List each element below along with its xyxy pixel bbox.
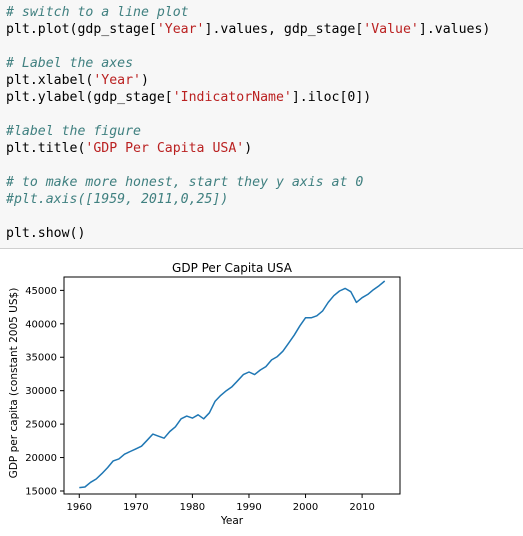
y-tick-label: 40000 xyxy=(25,319,57,330)
y-tick-label: 15000 xyxy=(25,486,57,497)
y-tick-label: 30000 xyxy=(25,386,57,397)
y-tick-label: 25000 xyxy=(25,420,57,431)
x-tick-label: 2010 xyxy=(349,502,374,513)
y-tick-label: 45000 xyxy=(25,286,57,297)
y-axis-label: GDP per capita (constant 2005 US$) xyxy=(8,288,20,479)
code-line: # to make more honest, start they y axis… xyxy=(6,175,364,190)
x-tick-label: 1960 xyxy=(67,502,92,513)
output-area: GDP Per Capita USA Year GDP per capita (… xyxy=(0,250,523,531)
code-line: # Label the axes xyxy=(6,56,134,71)
series-line xyxy=(79,280,386,489)
code-line: plt.show() xyxy=(6,226,86,241)
code-line: plt.xlabel('Year') xyxy=(6,73,149,88)
plot-frame xyxy=(63,276,401,495)
chart-title: GDP Per Capita USA xyxy=(172,261,293,275)
code-line: # switch to a line plot xyxy=(6,5,189,20)
line-chart: GDP Per Capita USA Year GDP per capita (… xyxy=(8,261,401,527)
code-line: plt.ylabel(gdp_stage['IndicatorName'].il… xyxy=(6,90,372,105)
code-line: plt.plot(gdp_stage['Year'].values, gdp_s… xyxy=(6,22,491,37)
y-tick-label: 35000 xyxy=(25,353,57,364)
y-tick-label: 20000 xyxy=(25,453,57,464)
x-axis-label: Year xyxy=(220,515,244,527)
code-line: #plt.axis([1959, 2011,0,25]) xyxy=(6,192,229,207)
code-line: plt.title('GDP Per Capita USA') xyxy=(6,141,253,156)
code-cell[interactable]: # switch to a line plot plt.plot(gdp_sta… xyxy=(0,0,523,249)
x-tick-label: 1980 xyxy=(180,502,205,513)
x-tick-label: 1970 xyxy=(123,502,148,513)
x-tick-label: 1990 xyxy=(236,502,261,513)
code-line: #label the figure xyxy=(6,124,141,139)
x-tick-label: 2000 xyxy=(293,502,318,513)
